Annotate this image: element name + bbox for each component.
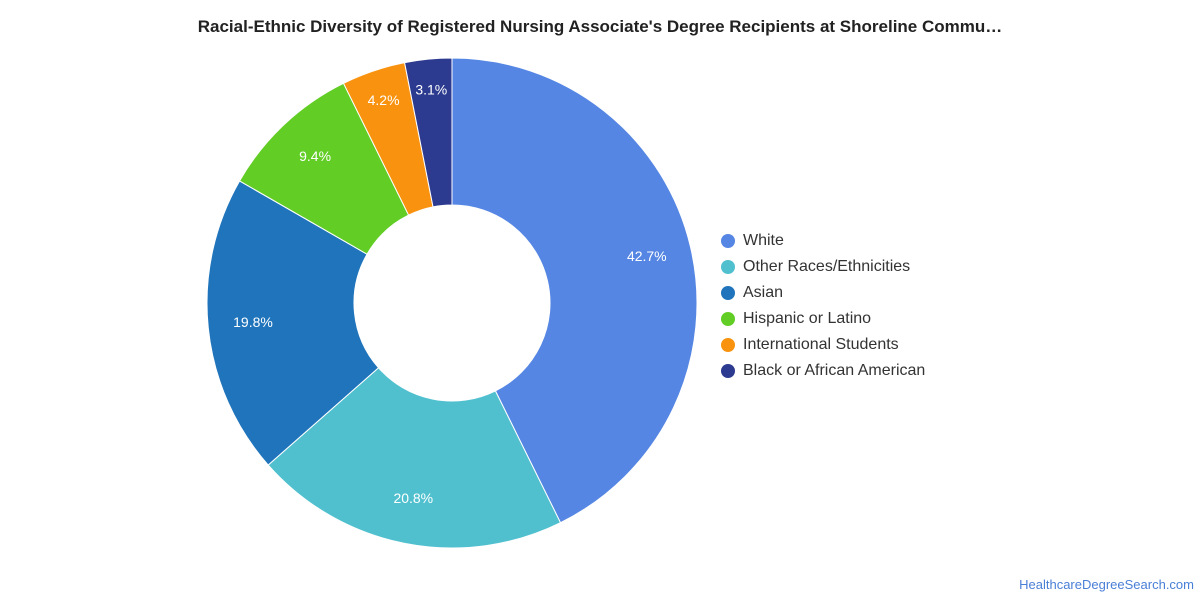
- legend-item-other-races-ethnicities[interactable]: Other Races/Ethnicities: [721, 254, 925, 280]
- legend-label: Hispanic or Latino: [743, 310, 872, 327]
- source-credit-link[interactable]: HealthcareDegreeSearch.com: [1019, 577, 1194, 592]
- legend-swatch-icon: [721, 312, 735, 326]
- legend-swatch-icon: [721, 364, 735, 378]
- legend-item-black-or-african-american[interactable]: Black or African American: [721, 358, 925, 384]
- legend-swatch-icon: [721, 234, 735, 248]
- slice-label-other-races-ethnicities: 20.8%: [393, 490, 433, 506]
- legend-item-white[interactable]: White: [721, 228, 925, 254]
- legend-item-international-students[interactable]: International Students: [721, 332, 925, 358]
- slice-white[interactable]: [451, 57, 698, 524]
- legend-label: Other Races/Ethnicities: [743, 258, 911, 275]
- chart-title: Racial-Ethnic Diversity of Registered Nu…: [197, 17, 1003, 36]
- legend-swatch-icon: [721, 286, 735, 300]
- legend-label: White: [743, 232, 784, 249]
- legend-swatch-icon: [721, 260, 735, 274]
- legend-label: Black or African American: [743, 362, 926, 379]
- slice-other-races-ethnicities[interactable]: [267, 367, 562, 549]
- legend-swatch-icon: [721, 338, 735, 352]
- slice-label-hispanic-or-latino: 9.4%: [299, 148, 331, 164]
- chart-legend: White Other Races/Ethnicities Asian Hispani…: [721, 228, 925, 384]
- legend-label: Asian: [743, 284, 784, 301]
- slice-label-black-or-african-american: 3.1%: [415, 82, 447, 98]
- slice-asian[interactable]: [206, 180, 380, 466]
- legend-label: International Students: [743, 336, 899, 353]
- slice-label-white: 42.7%: [627, 248, 667, 264]
- slice-black-or-african-american[interactable]: [403, 57, 453, 208]
- slice-label-asian: 19.8%: [233, 314, 273, 330]
- slice-label-international-students: 4.2%: [368, 92, 400, 108]
- legend-item-asian[interactable]: Asian: [721, 280, 925, 306]
- legend-item-hispanic-or-latino[interactable]: Hispanic or Latino: [721, 306, 925, 332]
